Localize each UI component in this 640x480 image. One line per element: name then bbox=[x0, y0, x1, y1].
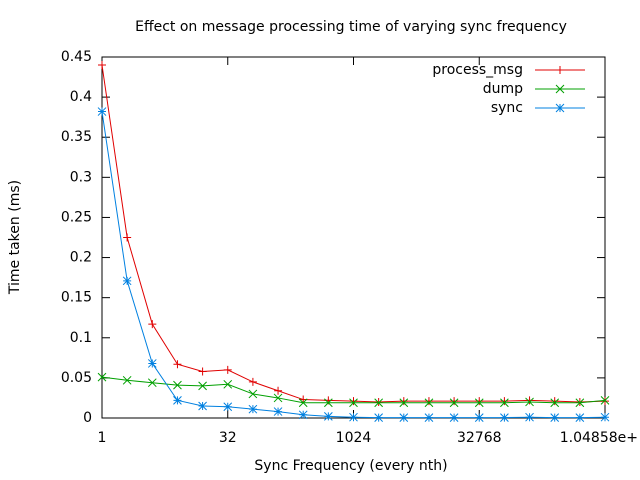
point bbox=[323, 398, 333, 408]
point bbox=[98, 61, 106, 70]
point bbox=[449, 398, 459, 408]
legend-label: sync bbox=[491, 100, 523, 116]
y-tick-label: 0.45 bbox=[61, 49, 92, 65]
point bbox=[475, 397, 484, 406]
point bbox=[148, 320, 157, 329]
point bbox=[399, 397, 408, 406]
point bbox=[248, 404, 258, 414]
point bbox=[274, 386, 283, 395]
point bbox=[525, 396, 534, 405]
point bbox=[374, 398, 384, 408]
point bbox=[273, 393, 283, 403]
point bbox=[399, 413, 409, 422]
point bbox=[601, 397, 609, 406]
legend-label: dump bbox=[483, 81, 523, 97]
y-tick-label: 0 bbox=[83, 410, 92, 426]
point bbox=[525, 412, 534, 422]
point bbox=[147, 378, 157, 388]
point bbox=[173, 380, 182, 390]
point bbox=[550, 397, 559, 406]
point bbox=[500, 397, 509, 406]
point bbox=[500, 398, 509, 408]
legend-marker bbox=[555, 103, 565, 113]
point bbox=[223, 379, 233, 389]
point bbox=[500, 413, 509, 422]
y-tick-label: 0.4 bbox=[70, 89, 92, 105]
point bbox=[450, 397, 459, 406]
legend-label: process_msg bbox=[432, 62, 523, 78]
x-tick-label: 32 bbox=[219, 430, 237, 446]
point bbox=[474, 413, 484, 422]
point bbox=[374, 413, 384, 422]
point bbox=[349, 397, 358, 406]
x-tick-label: 1.04858e+ bbox=[560, 430, 638, 446]
point bbox=[349, 398, 358, 408]
point bbox=[550, 398, 560, 408]
point bbox=[123, 233, 132, 242]
point bbox=[198, 401, 207, 411]
legend-marker bbox=[555, 84, 565, 94]
y-tick-label: 0.05 bbox=[61, 370, 92, 386]
point bbox=[248, 389, 258, 399]
point bbox=[399, 398, 409, 408]
point bbox=[273, 407, 283, 416]
point bbox=[424, 398, 434, 408]
point bbox=[374, 397, 383, 406]
x-tick-label: 32768 bbox=[457, 430, 502, 446]
point bbox=[97, 107, 107, 116]
point bbox=[474, 398, 484, 408]
y-tick-label: 0.25 bbox=[61, 209, 92, 225]
point bbox=[248, 377, 257, 386]
y-tick-label: 0.35 bbox=[61, 129, 92, 145]
y-tick-label: 0.1 bbox=[70, 330, 92, 346]
point bbox=[122, 276, 132, 286]
point bbox=[323, 412, 333, 421]
point bbox=[449, 413, 459, 422]
point bbox=[173, 360, 182, 369]
point bbox=[198, 381, 207, 391]
point bbox=[575, 413, 585, 422]
point bbox=[575, 398, 585, 408]
point bbox=[223, 402, 233, 412]
x-tick-label: 1 bbox=[98, 430, 107, 446]
point bbox=[298, 410, 308, 420]
point bbox=[600, 395, 610, 405]
point bbox=[424, 397, 433, 406]
chart-title: Effect on message processing time of var… bbox=[135, 19, 567, 35]
point bbox=[198, 367, 207, 376]
point bbox=[223, 365, 232, 374]
point bbox=[424, 413, 434, 422]
x-axis-label: Sync Frequency (every nth) bbox=[254, 458, 447, 474]
x-tick-label: 1024 bbox=[336, 430, 372, 446]
point bbox=[525, 397, 534, 407]
y-tick-label: 0.2 bbox=[70, 250, 92, 266]
y-axis-label: Time taken (ms) bbox=[7, 180, 23, 295]
point bbox=[349, 412, 358, 422]
point bbox=[97, 372, 107, 382]
point bbox=[298, 398, 308, 408]
y-tick-label: 0.15 bbox=[61, 290, 92, 306]
point bbox=[600, 412, 610, 422]
point bbox=[147, 359, 157, 368]
y-tick-label: 0.3 bbox=[70, 169, 92, 185]
point bbox=[122, 375, 132, 385]
point bbox=[575, 397, 584, 406]
point bbox=[173, 395, 182, 405]
legend-marker bbox=[556, 66, 564, 74]
point bbox=[550, 413, 560, 422]
